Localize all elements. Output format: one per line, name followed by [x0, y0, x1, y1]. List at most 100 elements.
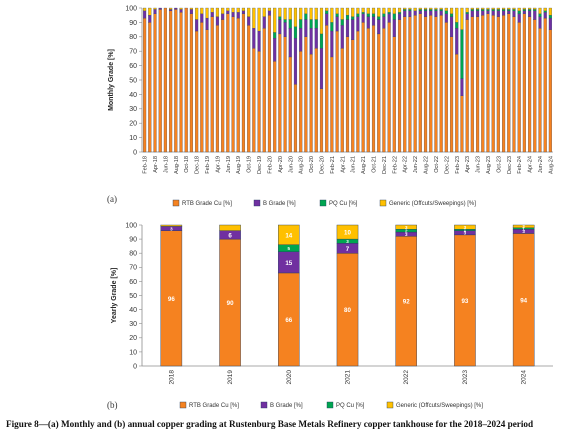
- bar-segment: [153, 13, 157, 153]
- bar-segment: [335, 7, 339, 14]
- bar-segment: [340, 19, 344, 26]
- x-tick-label: Oct-21: [372, 156, 378, 173]
- bar-segment: [325, 25, 329, 153]
- bar-segment: [273, 7, 277, 33]
- data-label: 2: [522, 224, 525, 229]
- bar-segment: [231, 16, 235, 153]
- bar-segment: [283, 7, 287, 20]
- x-tick-label: Jun-24: [538, 156, 544, 173]
- bar-segment: [314, 48, 318, 153]
- bar-segment: [351, 39, 355, 153]
- x-tick-label: Feb-23: [455, 156, 461, 174]
- bar-segment: [366, 16, 370, 29]
- bar-segment: [460, 7, 464, 30]
- bar-segment: [413, 7, 417, 12]
- legend-label: PQ Cu [%]: [336, 403, 365, 409]
- bar-segment: [210, 7, 214, 13]
- x-tick-label: 2024: [521, 370, 528, 385]
- bar-segment: [257, 30, 261, 52]
- legend-label: PQ Cu [%]: [329, 201, 358, 207]
- bar-segment: [449, 36, 454, 153]
- bar-segment: [522, 13, 526, 153]
- bar-segment: [179, 7, 183, 10]
- data-label: 14: [285, 232, 292, 239]
- bar-segment: [236, 7, 240, 13]
- bar-segment: [252, 7, 256, 29]
- bar-segment: [491, 9, 495, 12]
- bar-segment: [226, 10, 230, 14]
- bar-segment: [309, 28, 313, 55]
- bar-segment: [418, 7, 422, 10]
- bar-segment: [418, 10, 422, 14]
- bar-segment: [262, 28, 266, 153]
- bar-segment: [231, 7, 235, 13]
- bar-segment: [221, 19, 225, 153]
- bar-segment: [538, 28, 542, 153]
- x-tick-label: 2023: [462, 370, 469, 385]
- bar-segment: [403, 10, 407, 17]
- x-tick-label: Feb-21: [330, 156, 336, 174]
- bar-segment: [528, 16, 532, 153]
- bar-segment: [543, 12, 547, 19]
- bar-segment: [423, 7, 428, 10]
- bar-segment: [455, 53, 459, 153]
- panel-b-label: (b): [107, 400, 118, 410]
- bar-segment: [252, 48, 256, 153]
- bar-segment: [444, 22, 448, 153]
- bar-segment: [397, 13, 402, 20]
- legend-swatch: [179, 401, 187, 409]
- data-label: 3: [522, 229, 525, 234]
- data-label: 90: [227, 300, 234, 307]
- bar-segment: [377, 19, 381, 35]
- bar-segment: [169, 10, 173, 153]
- bar-segment: [273, 61, 277, 153]
- bar-segment: [309, 53, 313, 153]
- bar-segment: [267, 7, 272, 12]
- bar-segment: [340, 7, 344, 20]
- bar-segment: [299, 28, 303, 52]
- bar-segment: [195, 19, 199, 32]
- x-tick-label: Jun-21: [351, 156, 357, 173]
- bar-segment: [397, 19, 402, 153]
- bar-segment: [491, 15, 495, 153]
- bar-segment: [403, 9, 407, 12]
- bar-segment: [507, 10, 511, 14]
- bar-segment: [413, 15, 417, 153]
- bar-segment: [512, 7, 516, 10]
- x-tick-label: Aug-19: [236, 156, 242, 174]
- x-tick-label: Jun-20: [288, 156, 294, 173]
- bar-segment: [496, 16, 500, 153]
- bar-segment: [502, 9, 506, 12]
- bar-segment: [481, 9, 485, 12]
- x-tick-label: Feb-24: [517, 156, 523, 174]
- bar-segment: [439, 15, 443, 153]
- bar-segment: [293, 26, 298, 39]
- bar-segment: [491, 10, 495, 16]
- bar-segment: [538, 16, 542, 29]
- bar-segment: [533, 10, 537, 20]
- y-tick-label: 10: [129, 349, 137, 356]
- bar-segment: [486, 9, 490, 12]
- x-tick-label: 2018: [168, 370, 175, 385]
- bar-segment: [455, 28, 459, 55]
- bar-segment: [366, 28, 370, 153]
- legend-swatch: [260, 401, 268, 409]
- bar-segment: [429, 15, 433, 153]
- legend-swatch: [326, 401, 334, 409]
- bar-segment: [429, 10, 433, 16]
- bar-segment: [476, 10, 480, 17]
- bar-segment: [449, 7, 454, 14]
- bar-segment: [262, 7, 266, 17]
- data-label: 3: [405, 232, 408, 237]
- x-tick-label: Dec-18: [195, 156, 201, 174]
- bar-segment: [356, 7, 360, 14]
- bar-segment: [205, 17, 209, 30]
- bar-segment: [179, 9, 183, 13]
- bar-segment: [143, 17, 147, 153]
- bar-segment: [543, 10, 547, 13]
- x-tick-label: Oct-20: [309, 156, 315, 173]
- bar-segment: [158, 7, 162, 10]
- legend-swatch: [386, 401, 394, 409]
- bar-segment: [439, 7, 443, 10]
- legend-label: RTB Grade Cu [%]: [189, 403, 239, 409]
